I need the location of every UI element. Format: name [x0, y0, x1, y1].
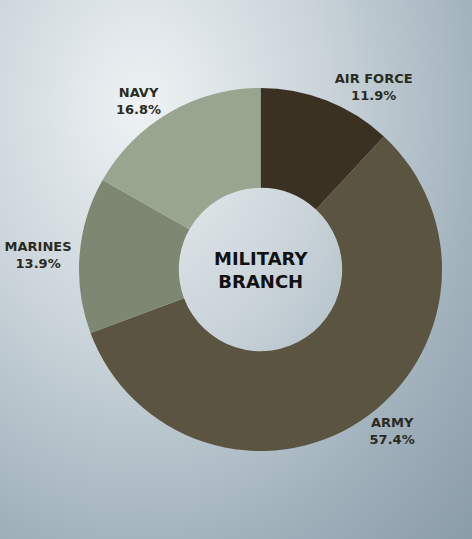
svg-text:ARMY57.4%: ARMY57.4% [370, 415, 415, 447]
svg-text:AIR FORCE11.9%: AIR FORCE11.9% [335, 71, 413, 103]
svg-text:MARINES13.9%: MARINES13.9% [5, 239, 72, 271]
svg-text:MILITARYBRANCH: MILITARYBRANCH [214, 248, 308, 292]
svg-text:NAVY16.8%: NAVY16.8% [116, 85, 161, 117]
